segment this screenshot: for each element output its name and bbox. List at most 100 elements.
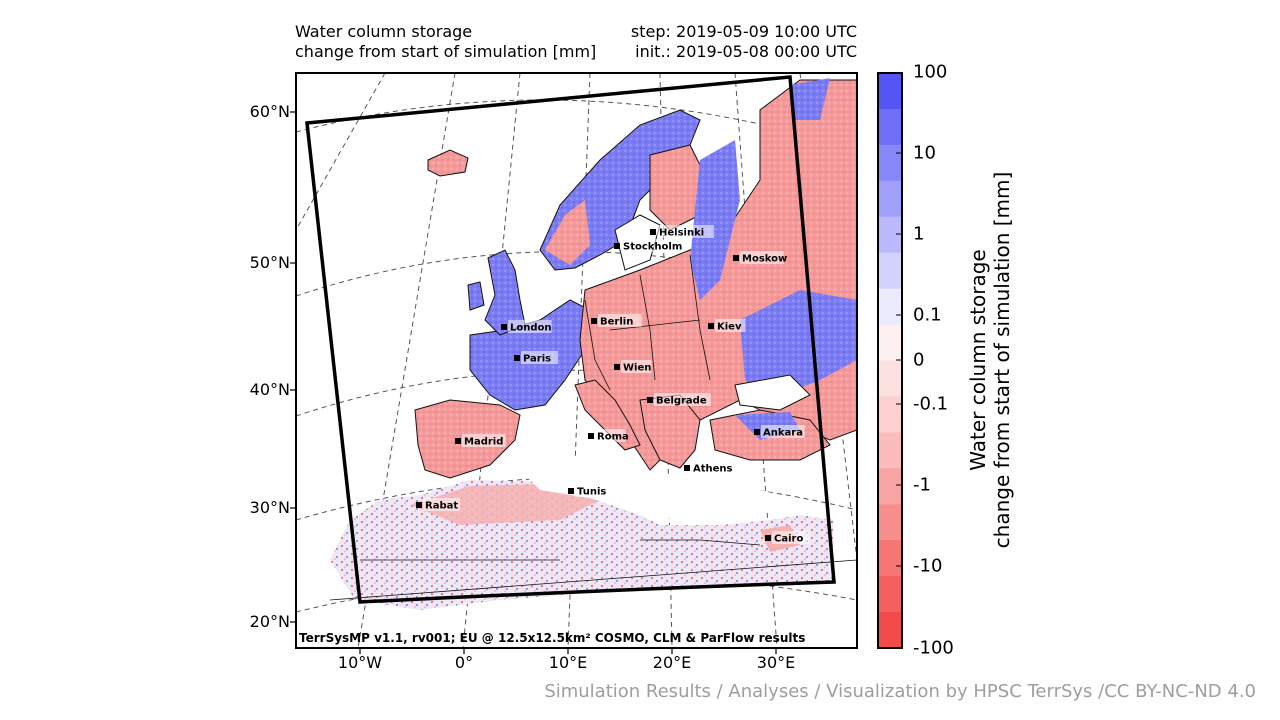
city-london: London bbox=[501, 320, 552, 334]
lon-label-10w: 10°W bbox=[337, 653, 383, 672]
colorbar-tick-label: -10 bbox=[913, 555, 943, 577]
city-label: Stockholm bbox=[623, 242, 682, 253]
city-marker-icon bbox=[514, 355, 520, 361]
city-marker-icon bbox=[591, 318, 597, 324]
city-helsinki: Helsinki bbox=[650, 225, 714, 239]
city-marker-icon bbox=[647, 397, 653, 403]
city-madrid: Madrid bbox=[455, 434, 506, 448]
city-marker-icon bbox=[650, 229, 656, 235]
city-label: London bbox=[510, 323, 552, 334]
city-stockholm: Stockholm bbox=[614, 239, 685, 253]
city-cairo: Cairo bbox=[765, 531, 809, 545]
city-label: Wien bbox=[623, 363, 651, 374]
city-marker-icon bbox=[614, 243, 620, 249]
colorbar-band bbox=[878, 396, 902, 433]
city-belgrade: Belgrade bbox=[647, 393, 711, 407]
city-marker-icon bbox=[416, 502, 422, 508]
colorbar-tick-label: 100 bbox=[913, 61, 948, 83]
map-frame bbox=[295, 72, 858, 649]
colorbar-tick-label: -0.1 bbox=[913, 393, 949, 415]
colorbar-band bbox=[878, 108, 902, 146]
city-marker-icon bbox=[455, 438, 461, 444]
city-label: Roma bbox=[597, 432, 629, 443]
city-moskow: Moskow bbox=[733, 251, 787, 265]
city-marker-icon bbox=[588, 433, 594, 439]
lon-label-30e: 30°E bbox=[756, 653, 796, 672]
lat-label-50: 50°N bbox=[249, 253, 290, 272]
city-label: Ankara bbox=[763, 428, 803, 439]
mediterranean-sea bbox=[520, 455, 800, 522]
city-label: Moskow bbox=[742, 254, 787, 265]
colorbar-band bbox=[878, 504, 902, 541]
lon-label-20e: 20°E bbox=[652, 653, 692, 672]
city-paris: Paris bbox=[514, 351, 558, 365]
city-label: Athens bbox=[693, 464, 733, 475]
step-time: step: 2019-05-09 10:00 UTC bbox=[630, 22, 857, 41]
black-sea bbox=[734, 374, 811, 411]
city-athens: Athens bbox=[684, 461, 735, 475]
colorbar-band bbox=[878, 216, 902, 254]
colorbar-band bbox=[878, 360, 902, 397]
lat-label-30: 30°N bbox=[249, 498, 290, 517]
lat-label-40: 40°N bbox=[249, 380, 290, 399]
colorbar-band bbox=[878, 612, 902, 649]
city-berlin: Berlin bbox=[591, 314, 642, 328]
city-label: Rabat bbox=[425, 501, 458, 512]
colorbar-tick-label: 0.1 bbox=[913, 304, 942, 326]
colorbar-tick-label: 1 bbox=[913, 223, 925, 245]
city-label: Tunis bbox=[577, 487, 606, 498]
colorbar-band bbox=[878, 324, 902, 361]
lon-label-10e: 10°E bbox=[548, 653, 588, 672]
city-label: Cairo bbox=[774, 534, 803, 545]
city-roma: Roma bbox=[588, 429, 629, 443]
colorbar-band bbox=[878, 576, 902, 613]
city-marker-icon bbox=[684, 465, 690, 471]
city-ankara: Ankara bbox=[754, 425, 805, 439]
model-domain-outline bbox=[305, 75, 836, 604]
map-title: Water column storage change from start o… bbox=[295, 22, 596, 62]
map-title-line2: change from start of simulation [mm] bbox=[295, 42, 597, 61]
model-footer: TerrSysMP v1.1, rv001; EU @ 12.5x12.5km²… bbox=[299, 631, 806, 645]
colorbar-tick-label: 0 bbox=[913, 349, 925, 371]
city-rabat: Rabat bbox=[416, 498, 460, 512]
colorbar-title: Water column storage change from start o… bbox=[966, 172, 1014, 549]
city-label: Madrid bbox=[464, 437, 503, 448]
city-marker-icon bbox=[754, 429, 760, 435]
lon-label-0: 0° bbox=[454, 653, 474, 672]
city-label: Helsinki bbox=[659, 228, 704, 239]
lat-label-20: 20°N bbox=[249, 612, 290, 631]
init-time: init.: 2019-05-08 00:00 UTC bbox=[635, 42, 857, 61]
city-label: Kiev bbox=[717, 322, 742, 333]
colorbar-title-line1: Water column storage bbox=[966, 249, 990, 471]
colorbar-band bbox=[878, 432, 902, 469]
city-marker-icon bbox=[733, 255, 739, 261]
city-marker-icon bbox=[708, 323, 714, 329]
colorbar-tick-label: -1 bbox=[913, 474, 931, 496]
colorbar-band bbox=[878, 73, 902, 110]
colorbar-title-line2: change from start of simulation [mm] bbox=[990, 171, 1014, 549]
city-label: Belgrade bbox=[656, 396, 707, 407]
colorbar-band bbox=[878, 468, 902, 505]
colorbar-band bbox=[878, 540, 902, 577]
city-kiev: Kiev bbox=[708, 319, 746, 333]
colorbar-band bbox=[878, 180, 902, 218]
time-info: step: 2019-05-09 10:00 UTC init.: 2019-0… bbox=[631, 22, 857, 62]
iceland-region bbox=[427, 149, 469, 177]
colorbar bbox=[877, 72, 903, 649]
city-marker-icon bbox=[568, 488, 574, 494]
city-wien: Wien bbox=[614, 360, 652, 374]
city-label: Berlin bbox=[600, 317, 633, 328]
colorbar-tick-label: -100 bbox=[913, 637, 954, 659]
colorbar-band bbox=[878, 288, 902, 326]
city-label: Paris bbox=[523, 354, 551, 365]
city-marker-icon bbox=[501, 324, 507, 330]
credit-line: Simulation Results / Analyses / Visualiz… bbox=[544, 681, 1256, 702]
city-marker-icon bbox=[765, 535, 771, 541]
city-tunis: Tunis bbox=[568, 484, 612, 498]
colorbar-band bbox=[878, 252, 902, 290]
map-title-line1: Water column storage bbox=[295, 22, 473, 41]
colorbar-tick-label: 10 bbox=[913, 142, 936, 164]
city-markers: Helsinki Stockholm Moskow London Berlin Kiev P… bbox=[416, 225, 809, 545]
city-marker-icon bbox=[614, 364, 620, 370]
